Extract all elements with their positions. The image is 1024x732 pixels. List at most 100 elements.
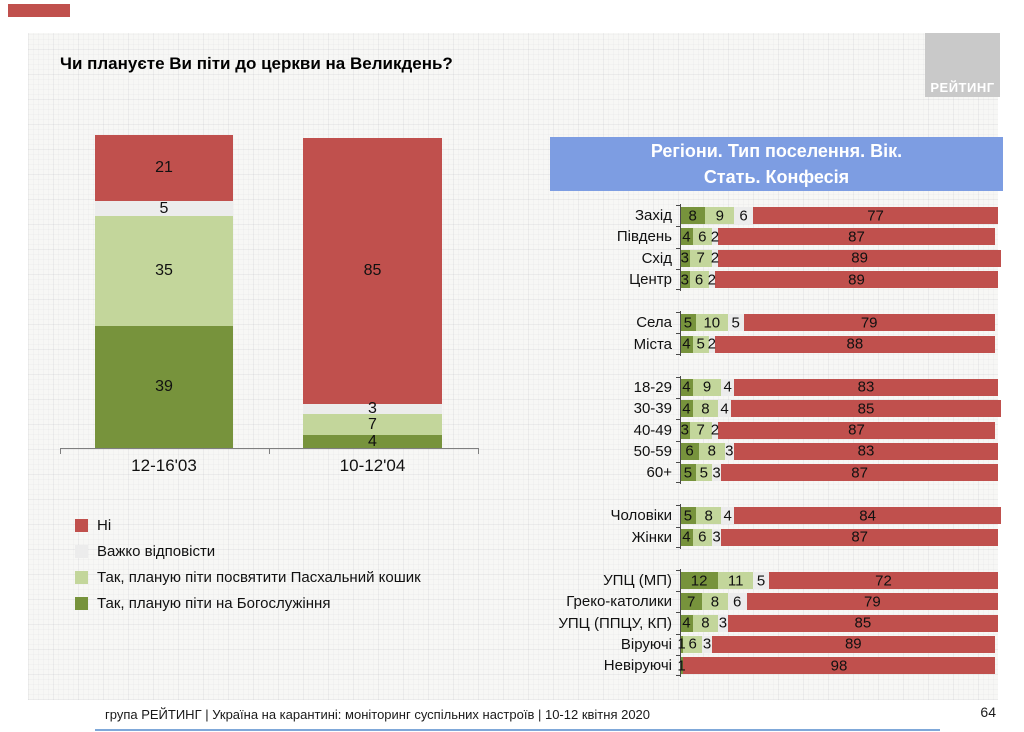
breakdown-panel-header: Регіони. Тип поселення. Вік. Стать. Конф… (550, 137, 1003, 191)
legend-label: Важко відповісти (97, 543, 216, 560)
legend-label: Ні (97, 517, 112, 534)
axis-tick (676, 353, 680, 355)
bar-segment-hard: 6 (734, 207, 754, 225)
row-label: Віруючі (620, 635, 672, 653)
row-label: Схід (641, 249, 672, 267)
row-bars: 12 11 5 72 (680, 572, 1006, 589)
breakdown-row: Невіруючі 1 98 (548, 655, 1006, 676)
segment-value: 87 (851, 528, 868, 546)
bar-segment-basket: 5 (695, 464, 712, 482)
segment-value: 9 (715, 207, 724, 225)
row-bars: 4 8 4 85 (680, 400, 1006, 418)
segment-value: 3 (718, 614, 728, 632)
bar-segment-service: 6 (680, 442, 700, 460)
bar-segment-no: 88 (714, 335, 995, 353)
breakdown-row: Чоловіки 5 8 4 84 (548, 505, 1006, 526)
legend-item: Ні (75, 517, 421, 534)
row-bars: 4 6 2 87 (680, 228, 1006, 246)
segment-value: 2 (707, 335, 716, 353)
segment-value: 4 (723, 378, 732, 396)
segment-value: 6 (698, 228, 707, 246)
segment-value: 98 (830, 657, 848, 675)
row-label: УПЦ (МП) (603, 572, 672, 589)
bar-segment-hard: 6 (727, 593, 747, 611)
bar-segment-no: 85 (730, 400, 1002, 418)
legend-item: Так, планую піти на Богослужіння (75, 595, 421, 612)
stacked-bar: 21 5 35 39 (95, 135, 233, 448)
bar-segment-basket: 8 (702, 593, 728, 611)
bar-segment-no: 85 (303, 138, 442, 405)
row-label: Захід (635, 207, 672, 225)
legend-label: Так, планую піти на Богослужіння (97, 595, 331, 612)
segment-value: 4 (682, 400, 691, 418)
row-bars: 5 10 5 79 (680, 314, 1006, 332)
group-axis-line (680, 311, 681, 356)
breakdown-stacked-bar-chart: Захід 8 9 6 77 Південь 4 6 2 87 Схід 3 7 2 89 Центр 3 6 2 8… (548, 204, 1006, 698)
bar-segment-no: 84 (734, 507, 1002, 525)
segment-value: 3 (368, 399, 377, 417)
rating-group-logo: РЕЙТИНГ (925, 33, 1000, 97)
row-bars: 7 8 6 79 (680, 593, 1006, 611)
row-bars: 1 6 3 89 (677, 635, 1006, 653)
legend-swatch-no (75, 519, 88, 532)
axis-tick (676, 461, 680, 463)
legend-swatch-basket (75, 571, 88, 584)
bar-segment-basket: 35 (95, 216, 233, 326)
row-bars: 6 8 3 83 (680, 442, 1006, 460)
bar-segment-basket: 6 (692, 228, 712, 246)
bar-segment-hard: 2 (711, 228, 719, 246)
segment-value: 3 (702, 635, 712, 653)
row-label: УПЦ (ППЦУ, КП) (558, 614, 672, 632)
bar-segment-hard: 5 (95, 200, 233, 217)
breakdown-header-line2: Стать. Конфесія (703, 167, 850, 187)
bar-segment-hard: 4 (721, 507, 735, 525)
segment-value: 5 (699, 464, 708, 482)
segment-value: 85 (854, 614, 872, 632)
segment-value: 1 (677, 635, 686, 653)
bar-segment-hard: 3 (702, 635, 712, 653)
row-label: 18-29 (633, 378, 672, 396)
row-bars: 8 9 6 77 (680, 207, 1006, 225)
row-label: Міста (633, 335, 672, 353)
segment-value: 8 (710, 593, 720, 611)
segment-value: 4 (682, 378, 691, 396)
bar-segment-no: 89 (714, 271, 998, 289)
page-title: Чи плануєте Ви піти до церкви на Великде… (60, 54, 453, 73)
segment-value: 87 (851, 464, 868, 482)
axis-tick (676, 419, 680, 421)
segment-value: 11 (727, 572, 744, 589)
segment-value: 2 (710, 421, 720, 439)
segment-value: 8 (701, 614, 710, 632)
segment-value: 87 (848, 228, 865, 246)
legend-item: Важко відповісти (75, 543, 421, 560)
breakdown-group: УПЦ (МП) 12 11 5 72 Греко-католики 7 8 6 79 УПЦ (П… (548, 568, 1006, 678)
axis-tick (676, 612, 680, 614)
segment-value: 3 (712, 464, 721, 482)
segment-value: 7 (696, 249, 705, 267)
bar-segment-service: 8 (680, 207, 706, 225)
bar-segment-no: 77 (753, 207, 998, 225)
bar-segment-hard: 3 (724, 442, 735, 460)
segment-value: 9 (702, 378, 712, 396)
axis-tick (676, 333, 680, 335)
bar-segment-service: 5 (680, 314, 696, 332)
bar-segment-basket: 8 (692, 614, 719, 632)
segment-value: 39 (155, 377, 173, 395)
bar-segment-basket: 7 (303, 413, 442, 436)
bar-segment-no: 83 (734, 442, 998, 460)
bar-segment-service: 39 (95, 325, 233, 448)
bar-segment-service: 4 (680, 228, 693, 246)
breakdown-group: 18-29 4 9 4 83 30-39 4 8 4 85 40-49 3 7 2 87 50-59 6 8 3 83… (548, 375, 1006, 485)
segment-value: 21 (155, 158, 173, 176)
bar-segment-hard: 5 (727, 314, 744, 332)
segment-value: 8 (701, 400, 710, 418)
top-left-accent-bar (8, 4, 70, 17)
axis-tick (60, 448, 61, 454)
segment-value: 85 (363, 262, 382, 280)
axis-tick (676, 226, 680, 228)
row-label: Центр (629, 271, 672, 289)
segment-value: 89 (851, 249, 868, 267)
bar-segment-service: 3 (680, 249, 690, 267)
breakdown-row: Віруючі 1 6 3 89 (548, 634, 1006, 655)
group-axis-line (680, 204, 681, 292)
